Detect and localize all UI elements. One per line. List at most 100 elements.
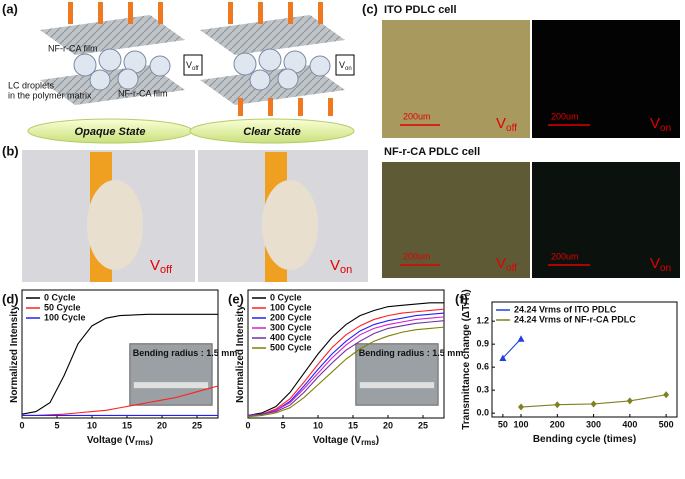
marker <box>518 403 525 411</box>
legend-label: 100 Cycle <box>44 312 86 322</box>
annotation: Bending radius : 1.5 mm <box>359 348 464 358</box>
marker <box>590 400 597 408</box>
legend-label: 24.24 Vrms of NF-r-CA PDLC <box>514 314 636 324</box>
legend-label: 50 Cycle <box>44 302 81 312</box>
y-label-part: Normalized Intensity <box>9 305 20 403</box>
x-tick-label: 0 <box>245 420 250 430</box>
panel-label: (b) <box>2 143 19 158</box>
illustration-a <box>27 2 355 144</box>
y-tick-label: 0.3 <box>476 385 489 395</box>
inset-detail <box>359 382 435 389</box>
x-tick-label: 25 <box>192 420 202 430</box>
x-label-part: Voltage (V <box>87 435 135 446</box>
panel-label: (d) <box>2 291 19 306</box>
voltage-label: Von <box>339 60 352 71</box>
plot-frame <box>491 301 678 418</box>
x-label-part: ) <box>150 435 153 446</box>
marker <box>554 401 561 409</box>
y-label-part: ) <box>461 289 472 292</box>
voltage-label: Von <box>650 255 671 274</box>
series-line <box>247 302 444 416</box>
x-axis-label: Bending cycle (times) <box>533 434 636 445</box>
x-tick-label: 50 <box>498 419 508 429</box>
film <box>40 15 185 55</box>
legend-label: 24.24 Vrms of ITO PDLC <box>514 304 617 314</box>
scale-label: 200um <box>551 111 579 121</box>
marker <box>663 391 670 399</box>
label: LC droplets <box>8 80 55 90</box>
x-tick-label: 10 <box>87 420 97 430</box>
x-label-part: Bending cycle (times) <box>533 434 636 445</box>
x-label-part: Voltage (V <box>313 435 361 446</box>
voltage-label: Voff <box>496 255 517 274</box>
series-line <box>502 338 522 359</box>
x-label-part: rms <box>361 438 376 447</box>
x-tick-label: 500 <box>659 419 674 429</box>
scale-label: 200um <box>403 111 431 121</box>
x-tick-label: 20 <box>383 420 393 430</box>
x-axis-label: Voltage (Vrms) <box>87 435 153 447</box>
series-line <box>247 326 445 418</box>
label: in the polymer matrix <box>8 90 92 100</box>
legend-label: 500 Cycle <box>270 342 312 352</box>
plot-frame <box>247 289 445 419</box>
legend-label: 300 Cycle <box>270 322 312 332</box>
series-line <box>21 313 218 415</box>
x-tick-label: 25 <box>418 420 428 430</box>
x-axis-label: Voltage (Vrms) <box>313 435 379 447</box>
x-tick-label: 10 <box>313 420 323 430</box>
voltage-label: Voff <box>496 115 517 134</box>
series-line <box>22 385 219 416</box>
series-line <box>247 316 445 416</box>
legend-label: 0 Cycle <box>270 292 302 302</box>
x-tick-label: 15 <box>122 420 132 430</box>
row-title: NF-r-CA PDLC cell <box>384 146 480 158</box>
x-tick-label: 20 <box>157 420 167 430</box>
series-line <box>247 308 445 416</box>
panel-label: (c) <box>362 1 378 16</box>
y-tick-label: 0.0 <box>476 408 489 418</box>
x-tick-label: 200 <box>550 419 565 429</box>
micrograph <box>382 20 530 138</box>
y-label-part: 0 <box>466 292 472 296</box>
x-tick-label: 5 <box>54 420 59 430</box>
legend-label: 0 Cycle <box>44 292 76 302</box>
photo-detail <box>87 180 143 270</box>
y-tick-label: 0.9 <box>476 339 489 349</box>
label: NF-r-CA film <box>48 43 98 53</box>
scale-label: 200um <box>403 251 431 261</box>
state-label: Clear State <box>243 126 300 138</box>
y-axis-label: Normalized Intensity <box>9 305 20 403</box>
x-tick-label: 400 <box>622 419 637 429</box>
y-tick-label: 0.6 <box>476 362 489 372</box>
voltage-label: Voff <box>186 60 199 71</box>
legend-label: 100 Cycle <box>270 302 312 312</box>
state-label: Opaque State <box>75 126 146 138</box>
micrograph <box>532 162 680 278</box>
scale-label: 200um <box>551 251 579 261</box>
marker <box>626 397 633 405</box>
label: NF-r-CA film <box>118 88 168 98</box>
legend-label: 200 Cycle <box>270 312 312 322</box>
panel-label: (f) <box>455 291 468 306</box>
micrograph <box>532 20 680 138</box>
film <box>200 65 345 105</box>
film <box>40 65 185 105</box>
x-tick-label: 100 <box>514 419 529 429</box>
annotation: Bending radius : 1.5 mm <box>133 348 238 358</box>
row-title: ITO PDLC cell <box>384 4 457 16</box>
inset-detail <box>133 382 209 389</box>
state-ellipse <box>189 118 355 144</box>
panel-label: (a) <box>2 1 18 16</box>
y-tick-label: 1.2 <box>476 316 489 326</box>
photo-detail <box>262 180 318 270</box>
y-label-part: Transmittance change (ΔT/T <box>461 296 472 430</box>
voltage-label: Von <box>650 115 671 134</box>
x-tick-label: 0 <box>19 420 24 430</box>
x-label-part: rms <box>135 438 150 447</box>
plot-frame <box>21 289 219 419</box>
micrograph <box>382 162 530 278</box>
x-tick-label: 15 <box>348 420 358 430</box>
inset-photo <box>129 343 213 406</box>
series-line <box>247 320 445 416</box>
